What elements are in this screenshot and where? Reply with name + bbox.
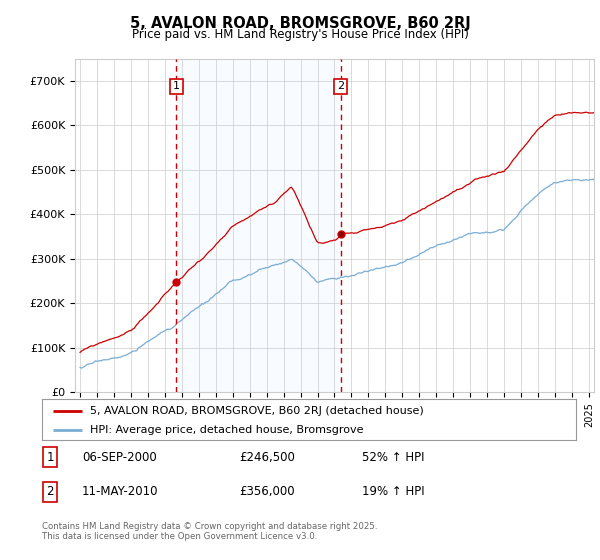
Text: Price paid vs. HM Land Registry's House Price Index (HPI): Price paid vs. HM Land Registry's House … bbox=[131, 28, 469, 41]
Text: 5, AVALON ROAD, BROMSGROVE, B60 2RJ: 5, AVALON ROAD, BROMSGROVE, B60 2RJ bbox=[130, 16, 470, 31]
Text: 1: 1 bbox=[46, 451, 54, 464]
Text: £356,000: £356,000 bbox=[239, 486, 295, 498]
Text: £246,500: £246,500 bbox=[239, 451, 295, 464]
Text: 11-MAY-2010: 11-MAY-2010 bbox=[82, 486, 158, 498]
Text: 5, AVALON ROAD, BROMSGROVE, B60 2RJ (detached house): 5, AVALON ROAD, BROMSGROVE, B60 2RJ (det… bbox=[90, 405, 424, 416]
Text: HPI: Average price, detached house, Bromsgrove: HPI: Average price, detached house, Brom… bbox=[90, 424, 364, 435]
Text: 52% ↑ HPI: 52% ↑ HPI bbox=[362, 451, 425, 464]
Text: 06-SEP-2000: 06-SEP-2000 bbox=[82, 451, 157, 464]
Text: 19% ↑ HPI: 19% ↑ HPI bbox=[362, 486, 425, 498]
Text: Contains HM Land Registry data © Crown copyright and database right 2025.
This d: Contains HM Land Registry data © Crown c… bbox=[42, 522, 377, 542]
Text: 2: 2 bbox=[46, 486, 54, 498]
Bar bbox=[176, 59, 341, 392]
Text: 1: 1 bbox=[173, 81, 180, 91]
Text: 2: 2 bbox=[337, 81, 344, 91]
